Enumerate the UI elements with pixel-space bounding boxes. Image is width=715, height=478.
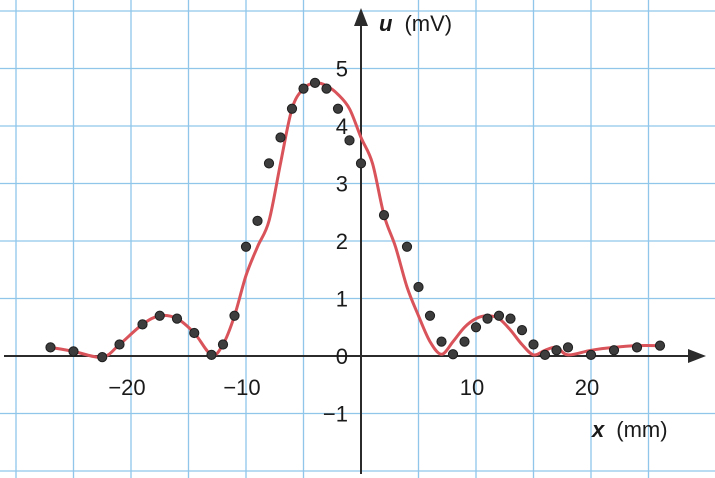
data-point [240, 241, 252, 252]
x-axis-title: x (mm) [591, 417, 668, 442]
data-point [436, 336, 447, 347]
data-point [654, 340, 666, 351]
data-point [97, 352, 108, 363]
data-point [355, 158, 367, 169]
axes [4, 8, 706, 474]
x-tick-label: 10 [460, 375, 484, 400]
y-tick-label: 1 [336, 287, 348, 312]
data-point [413, 281, 424, 293]
data-point [68, 346, 79, 357]
data-point [189, 327, 200, 339]
y-tick-label: 2 [336, 229, 348, 254]
data-point [171, 313, 183, 324]
data-point [217, 339, 229, 350]
data-point [378, 210, 390, 221]
data-point [309, 77, 321, 88]
x-tick-label: 20 [575, 375, 599, 400]
data-point [206, 349, 217, 360]
data-point [114, 339, 125, 350]
y-tick-label: −1 [323, 402, 348, 427]
data-point [539, 349, 551, 360]
x-tick-label: −20 [108, 375, 145, 400]
data-point [424, 310, 436, 321]
data-point [137, 319, 148, 330]
y-tick-labels: −1 0 1 2 3 4 5 [323, 57, 348, 427]
data-point [608, 345, 620, 356]
data-point [332, 103, 344, 114]
data-point [263, 158, 275, 169]
data-point [562, 342, 574, 353]
data-point [516, 325, 528, 336]
data-point [286, 103, 298, 114]
data-point [470, 322, 482, 333]
y-axis-title-unit: (mV) [404, 11, 452, 36]
x-tick-label: −10 [223, 375, 260, 400]
data-point [482, 313, 493, 324]
data-point [493, 310, 505, 321]
data-point [321, 83, 332, 94]
data-point [252, 215, 263, 226]
data-point [505, 313, 516, 324]
data-point [275, 132, 286, 143]
x-axis-arrow [688, 349, 706, 363]
x-axis-title-variable: x [591, 417, 605, 442]
y-axis-title-variable: u [379, 11, 393, 36]
y-axis-arrow [354, 8, 368, 26]
data-point [154, 310, 165, 321]
data-point [229, 310, 240, 321]
y-axis-title: u (mV) [379, 11, 452, 36]
x-axis-title-unit: (mm) [616, 417, 667, 442]
y-tick-label: 5 [336, 57, 348, 82]
data-point [631, 342, 643, 353]
data-point [551, 345, 562, 356]
y-tick-label: 4 [336, 114, 348, 139]
series-curve [50, 81, 661, 359]
data-point [585, 349, 597, 360]
data-point [528, 339, 539, 350]
data-point [298, 83, 309, 94]
data-point [459, 336, 470, 347]
data-point [401, 241, 413, 252]
x-tick-labels: −20 −10 10 20 [108, 375, 599, 400]
plot-series [45, 77, 666, 363]
y-tick-label: 3 [336, 172, 348, 197]
y-tick-label: 0 [336, 344, 348, 369]
data-point [45, 342, 56, 353]
data-point [344, 135, 355, 146]
data-point [447, 349, 459, 360]
